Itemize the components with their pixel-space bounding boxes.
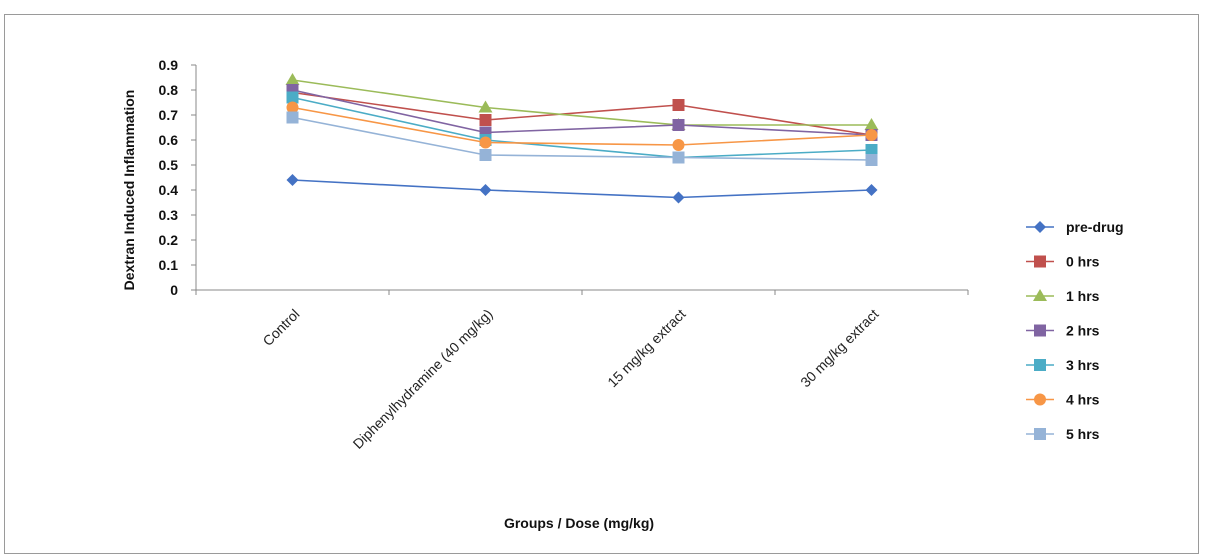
legend-label: 4 hrs <box>1066 392 1100 408</box>
data-point <box>286 91 299 104</box>
data-point <box>285 73 300 85</box>
y-tick-label: 0.9 <box>159 57 179 73</box>
legend-label: pre-drug <box>1066 219 1124 235</box>
legend-label: 1 hrs <box>1066 288 1100 304</box>
data-point <box>286 174 299 186</box>
legend-marker <box>1034 428 1046 440</box>
data-point <box>865 154 878 166</box>
legend-marker <box>1033 289 1047 301</box>
data-point <box>865 184 878 196</box>
data-point <box>479 184 492 196</box>
legend-marker <box>1034 255 1046 268</box>
legend-label: 0 hrs <box>1066 254 1100 270</box>
series-pre-drug <box>286 174 878 204</box>
y-tick-label: 0.6 <box>159 132 179 148</box>
legend-label: 2 hrs <box>1066 323 1100 339</box>
data-point <box>672 119 685 131</box>
y-tick-label: 0.5 <box>159 157 179 173</box>
chart-frame <box>4 14 1199 554</box>
series-line <box>292 116 872 161</box>
data-point <box>672 151 685 164</box>
series-5-hrs <box>286 111 878 166</box>
data-point <box>479 114 492 126</box>
legend-label: 5 hrs <box>1066 426 1100 442</box>
y-axis-title: Dextran Induced Inflammation <box>121 90 137 291</box>
data-point <box>286 101 299 114</box>
legend-item: pre-drug <box>1026 219 1124 235</box>
legend-marker <box>1034 324 1046 337</box>
series-line <box>292 179 872 199</box>
y-tick-label: 0.7 <box>159 107 179 123</box>
y-ticks: 0 0.1 0.2 0.3 0.4 0.5 0.6 0.7 0.8 0.9 <box>159 57 196 298</box>
legend-marker <box>1034 359 1046 371</box>
axes <box>195 65 968 291</box>
series-line <box>292 96 872 159</box>
y-tick-label: 0.3 <box>159 207 179 223</box>
legend-marker <box>1034 221 1046 233</box>
legend-item: 3 hrs <box>1026 357 1100 373</box>
series-1-hrs <box>285 73 879 130</box>
series-layer <box>285 73 879 204</box>
data-point <box>672 191 685 204</box>
legend-item: 0 hrs <box>1026 254 1100 270</box>
legend: pre-drug 0 hrs 1 hrs 2 hrs 3 hrs 4 hrs 5 hrs <box>1026 219 1124 442</box>
series-line <box>292 91 872 136</box>
data-point <box>864 118 879 130</box>
data-point <box>672 99 685 111</box>
x-category-labels: Control Diphenylhydramine (40 mg/kg) 15 mg… <box>195 290 969 452</box>
legend-item: 5 hrs <box>1026 426 1100 442</box>
data-point <box>865 129 878 141</box>
series-line <box>292 89 872 136</box>
legend-item: 1 hrs <box>1026 288 1100 304</box>
y-tick-label: 0.1 <box>159 257 179 273</box>
legend-item: 2 hrs <box>1026 323 1100 339</box>
data-point <box>672 139 685 151</box>
data-point <box>479 149 492 161</box>
data-point <box>286 111 299 124</box>
y-tick-label: 0.2 <box>159 232 179 248</box>
y-tick-label: 0.4 <box>159 182 179 198</box>
series-4-hrs <box>286 101 878 151</box>
data-point <box>479 136 492 149</box>
legend-label: 3 hrs <box>1066 357 1100 373</box>
x-category-label: Control <box>259 306 302 349</box>
series-3-hrs <box>286 91 878 164</box>
x-category-label: 30 mg/kg extract <box>797 306 882 391</box>
legend-item: 4 hrs <box>1026 392 1100 408</box>
data-point <box>865 144 878 156</box>
series-line <box>292 106 872 146</box>
legend-marker <box>1034 393 1046 406</box>
x-category-label: 15 mg/kg extract <box>604 306 689 391</box>
y-tick-label: 0.8 <box>159 82 179 98</box>
x-category-label: Diphenylhydramine (40 mg/kg) <box>350 306 496 452</box>
series-line <box>292 79 872 126</box>
y-tick-label: 0 <box>170 282 178 298</box>
x-axis-title: Groups / Dose (mg/kg) <box>504 515 654 531</box>
data-point <box>478 100 493 113</box>
